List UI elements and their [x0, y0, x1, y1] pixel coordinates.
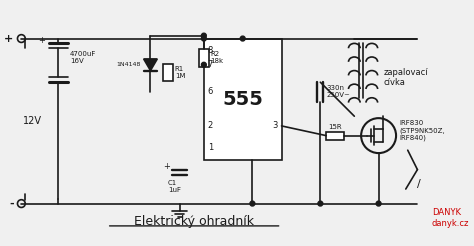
Text: +: +	[38, 36, 45, 45]
Bar	[326, 132, 344, 139]
Bar	[163, 64, 173, 81]
Circle shape	[201, 36, 206, 41]
Text: zapalovací
cívka: zapalovací cívka	[383, 68, 428, 87]
Text: 330n
250V~: 330n 250V~	[326, 85, 350, 98]
Text: 1N4148: 1N4148	[117, 62, 141, 67]
Circle shape	[201, 33, 206, 38]
Text: C1
1uF: C1 1uF	[168, 180, 181, 193]
Text: 4700uF
16V: 4700uF 16V	[70, 51, 96, 64]
Text: 6: 6	[208, 87, 213, 96]
Text: 555: 555	[222, 90, 263, 109]
Circle shape	[318, 201, 323, 206]
Text: 12V: 12V	[23, 116, 42, 126]
Text: 2: 2	[208, 122, 213, 130]
Text: -: -	[9, 199, 14, 209]
Circle shape	[201, 62, 206, 67]
Bar	[204, 39, 282, 160]
Text: 3: 3	[272, 122, 278, 130]
Polygon shape	[144, 59, 157, 71]
Circle shape	[240, 36, 245, 41]
Text: 7: 7	[208, 60, 213, 69]
Text: Elektrický ohradník: Elektrický ohradník	[134, 215, 254, 228]
Circle shape	[250, 201, 255, 206]
Text: R2
18k: R2 18k	[210, 51, 224, 64]
Text: 15R: 15R	[328, 124, 342, 130]
Text: 8: 8	[208, 46, 213, 55]
Bar	[199, 49, 209, 67]
Text: +: +	[4, 33, 14, 44]
Circle shape	[376, 201, 381, 206]
Text: +: +	[163, 162, 170, 170]
Text: /: /	[418, 179, 421, 189]
Text: R1
1M: R1 1M	[175, 66, 185, 79]
Text: 1: 1	[208, 143, 213, 152]
Text: DANYK
danyk.cz: DANYK danyk.cz	[432, 208, 469, 228]
Text: IRF830
(STP9NK50Z,
IRF840): IRF830 (STP9NK50Z, IRF840)	[399, 120, 445, 141]
